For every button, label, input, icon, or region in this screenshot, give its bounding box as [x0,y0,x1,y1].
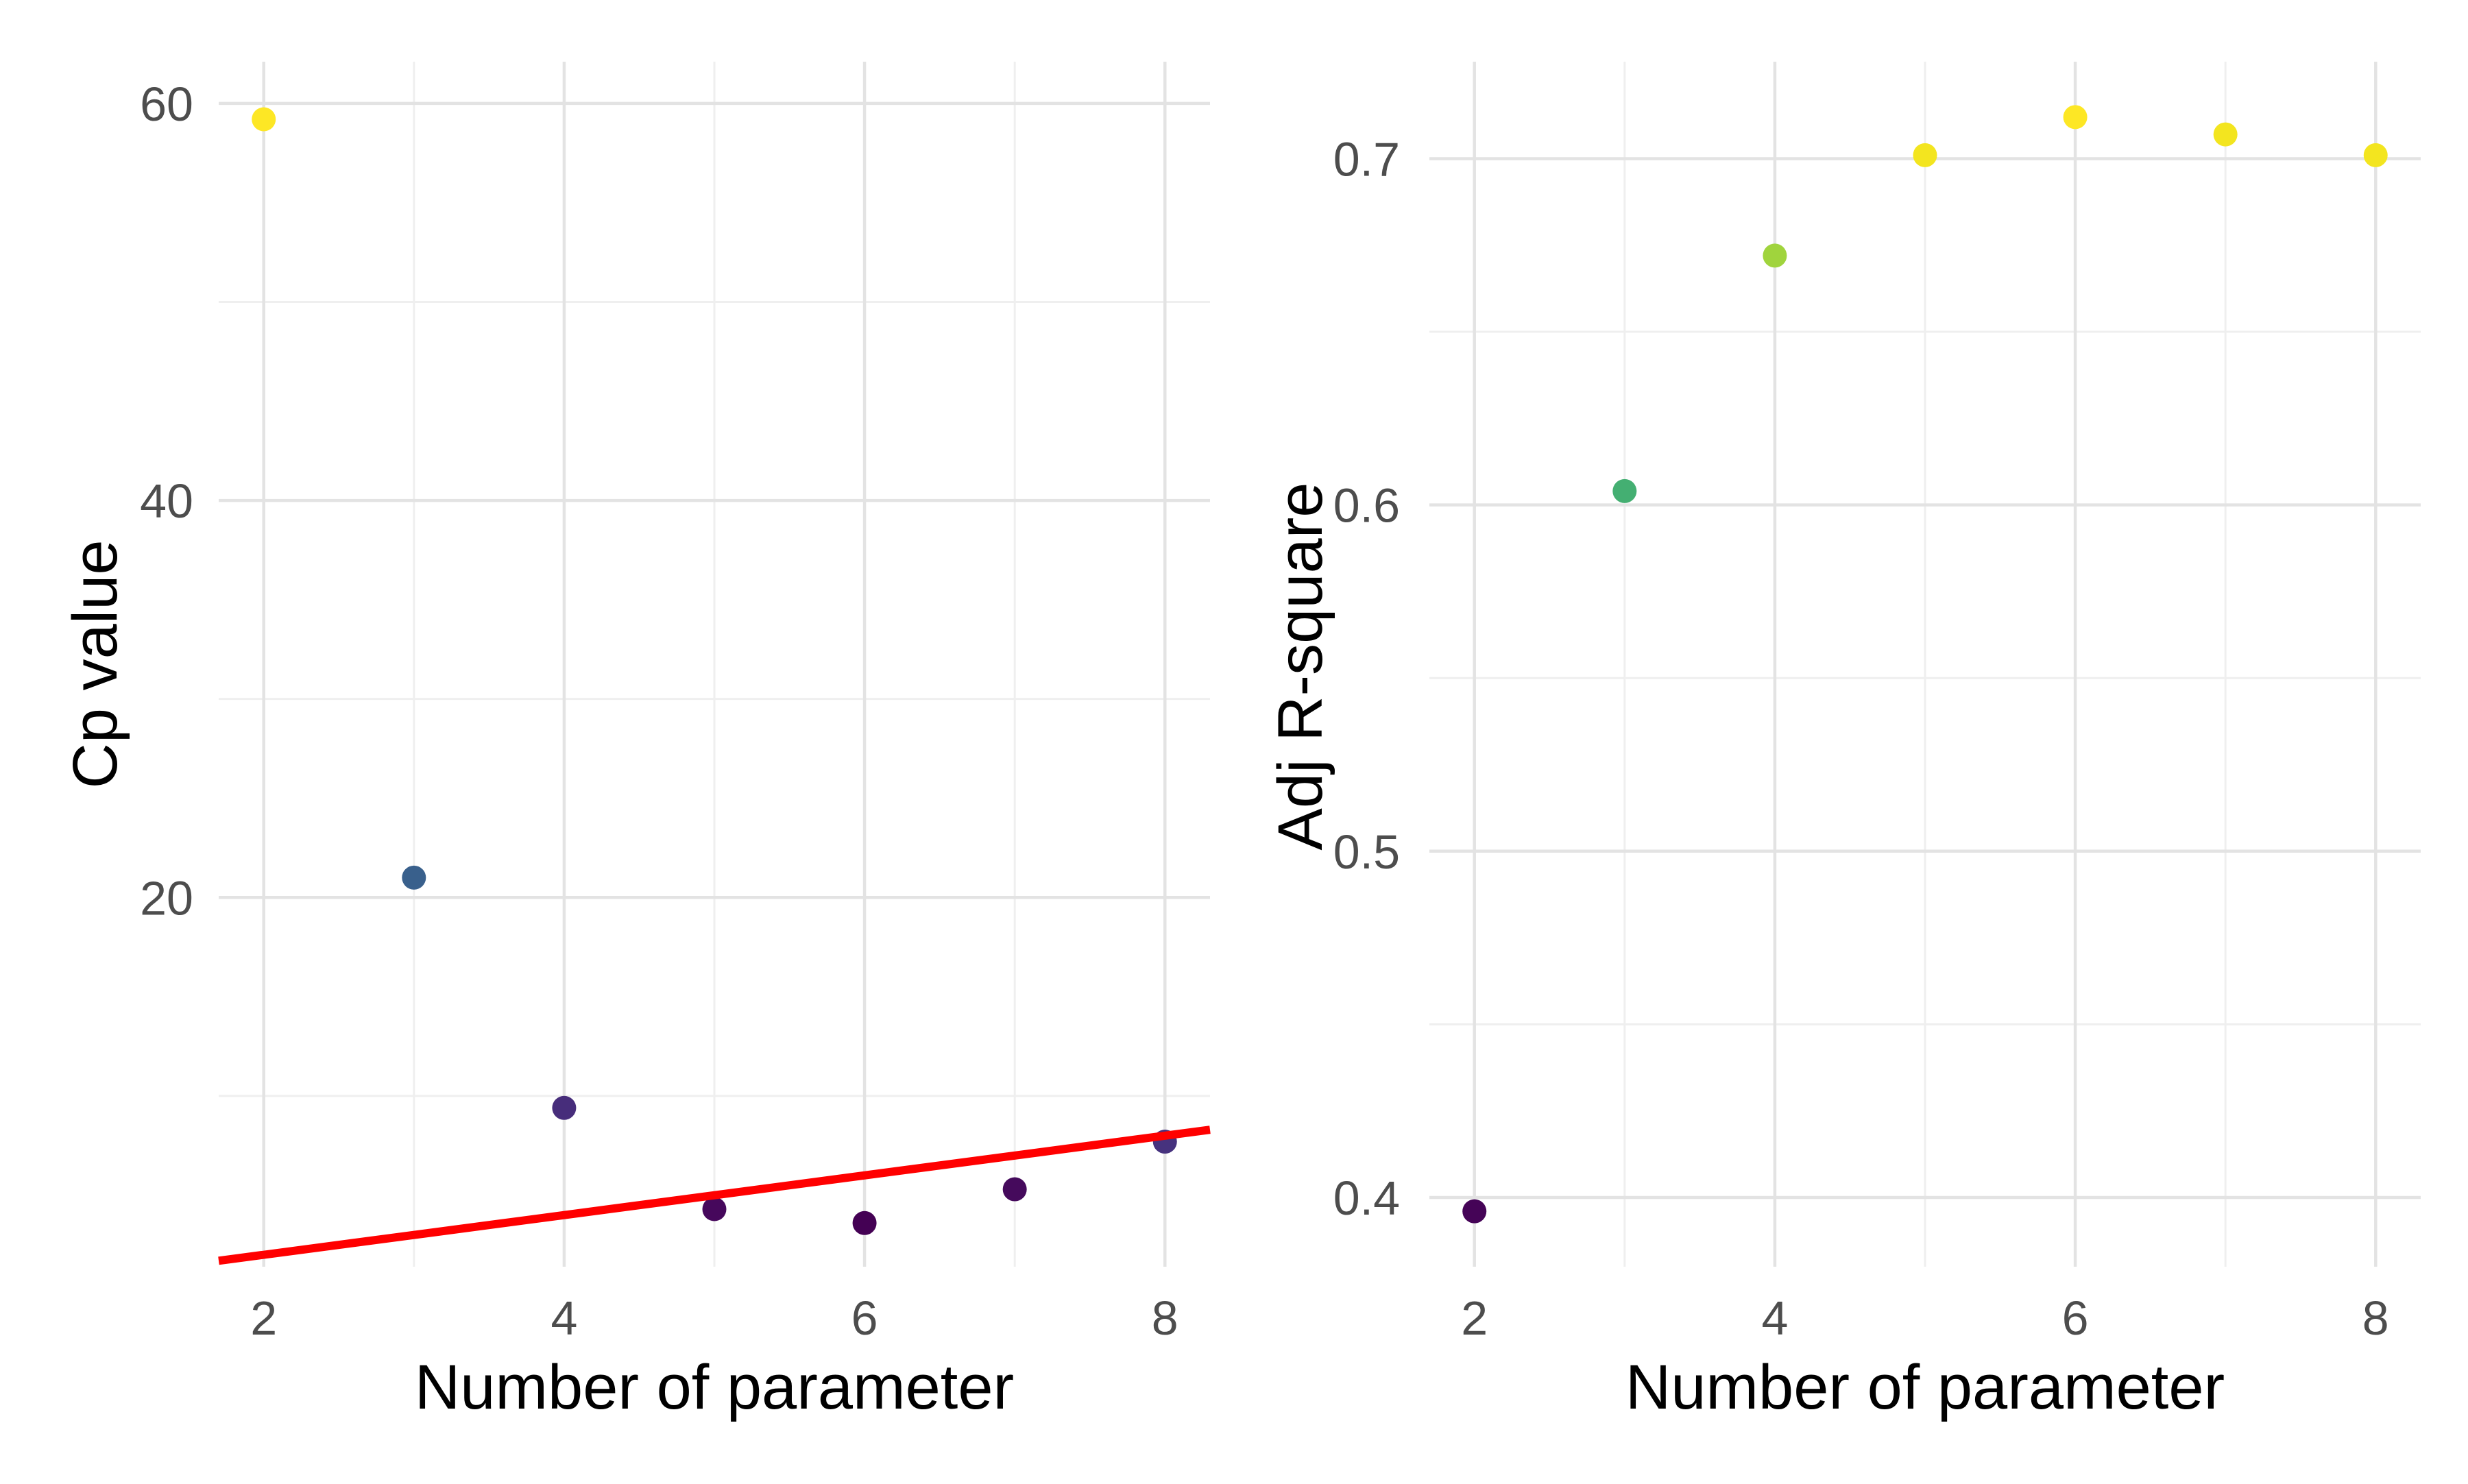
y-tick-labels: 0.4 0.5 0.6 0.7 [1333,132,1400,1225]
data-point [852,1211,877,1235]
y-axis-tick-label: 40 [140,474,193,528]
data-point [2363,143,2388,167]
y-axis-tick-label: 20 [140,871,193,925]
data-point [1002,1177,1027,1202]
data-point [1763,243,1787,268]
data-points [1462,105,2388,1224]
y-axis-tick-label: 0.4 [1333,1171,1400,1225]
cp-equals-p-reference-line [218,1126,1211,1265]
data-point [2213,122,2238,147]
reference-line [218,1126,1211,1265]
x-axis-tick-label: 4 [1761,1291,1788,1345]
y-tick-labels: 20 40 60 [140,77,193,925]
data-point [252,107,276,132]
gridlines-major [219,62,1210,1267]
x-tick-labels: 2 4 6 8 [250,1291,1178,1345]
x-axis-title-right: Number of parameter [1625,1352,2225,1422]
x-axis-tick-label: 2 [1461,1291,1488,1345]
data-point [1612,478,1637,503]
gridlines-minor [1429,62,2421,1267]
x-axis-tick-label: 6 [2062,1291,2089,1345]
data-point [402,865,426,890]
x-axis-tick-label: 4 [551,1291,577,1345]
data-point [552,1095,577,1120]
data-point [1462,1199,1487,1224]
x-axis-tick-label: 8 [1152,1291,1178,1345]
y-axis-tick-label: 0.5 [1333,825,1400,879]
x-axis-tick-label: 8 [2362,1291,2389,1345]
y-axis-tick-label: 0.7 [1333,132,1400,186]
y-axis-tick-label: 60 [140,77,193,131]
y-axis-tick-label: 0.6 [1333,479,1400,533]
data-points [252,107,1177,1235]
x-axis-tick-label: 6 [851,1291,878,1345]
data-point [1913,143,1937,167]
panel-adj-rsquare: 2 4 6 8 0.4 0.5 0.6 0.7 [1333,62,2421,1345]
x-axis-tick-label: 2 [250,1291,277,1345]
y-axis-title-left: Cp value [60,539,130,788]
x-axis-title-left: Number of parameter [415,1352,1014,1422]
gridlines-minor [219,62,1210,1267]
x-tick-labels: 2 4 6 8 [1461,1291,2388,1345]
data-point [702,1197,727,1221]
data-point [2063,105,2088,130]
y-axis-title-right: Adj R-square [1266,483,1335,851]
panel-cp-value: 2 4 6 8 20 40 60 [140,62,1211,1345]
